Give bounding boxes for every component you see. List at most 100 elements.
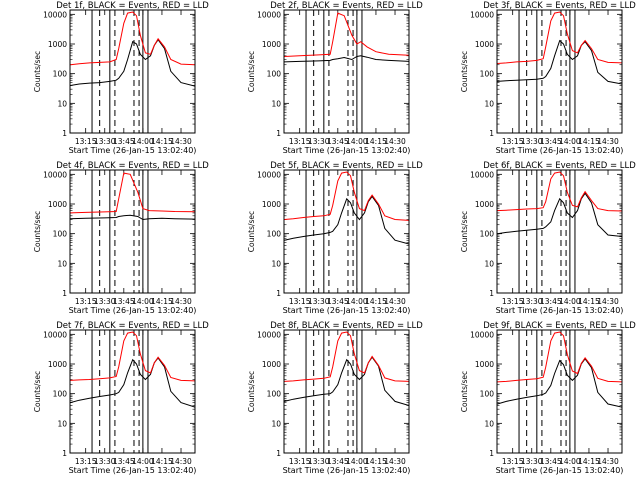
x-tick-label: 13:45 — [113, 137, 135, 146]
y-tick-label: 1 — [276, 129, 281, 138]
y-tick-label: 100 — [480, 230, 495, 239]
x-axis-label: Start Time (26-Jan-15 13:02:40) — [496, 466, 624, 475]
plot-frame — [283, 329, 410, 454]
y-tick-label: 1 — [62, 289, 67, 298]
x-tick-label: 13:15 — [75, 457, 97, 466]
plot-frame — [69, 9, 196, 134]
x-tick-label: 14:15 — [578, 457, 600, 466]
y-tick-label: 1 — [62, 129, 67, 138]
x-tick-label: 13:15 — [75, 297, 97, 306]
series-events-line — [284, 55, 409, 63]
x-tick-label: 14:15 — [365, 137, 387, 146]
y-tick-label: 10 — [271, 99, 281, 108]
y-tick-label: 10000 — [43, 10, 67, 19]
detector-panel-8: Det 8f, BLACK = Events, RED = LLD 1 10 100 1… — [247, 321, 423, 475]
x-tick-label: 14:15 — [151, 297, 173, 306]
y-tick-label: 100 — [267, 390, 282, 399]
x-tick-label: 14:00 — [132, 137, 154, 146]
x-tick-label: 13:30 — [94, 137, 116, 146]
series-events-line — [70, 214, 195, 221]
plot-frame — [283, 169, 410, 294]
plot-frame — [283, 9, 410, 134]
x-tick-label: 13:45 — [113, 457, 135, 466]
x-tick-label: 13:15 — [75, 137, 97, 146]
x-axis-label: Start Time (26-Jan-15 13:02:40) — [69, 146, 197, 155]
plot-frame — [496, 329, 623, 454]
y-tick-label: 100 — [480, 70, 495, 79]
plot-frame — [69, 169, 196, 294]
x-tick-label: 13:15 — [289, 457, 311, 466]
series-lld-line — [70, 172, 195, 214]
x-tick-label: 14:15 — [578, 137, 600, 146]
y-tick-label: 10000 — [257, 330, 281, 339]
plot-frame — [496, 9, 623, 134]
x-tick-label: 14:15 — [151, 137, 173, 146]
x-tick-label: 14:30 — [170, 137, 192, 146]
x-tick-label: 14:30 — [597, 297, 619, 306]
x-axis-label: Start Time (26-Jan-15 13:02:40) — [496, 306, 624, 315]
x-axis-label: Start Time (26-Jan-15 13:02:40) — [69, 306, 197, 315]
x-tick-label: 14:15 — [578, 297, 600, 306]
y-tick-label: 10000 — [257, 10, 281, 19]
detector-panel-6: Det 6f, BLACK = Events, RED = LLD 1 10 100 1… — [460, 161, 636, 315]
panel-title: Det 4f, BLACK = Events, RED = LLD — [56, 161, 209, 171]
y-tick-label: 100 — [267, 230, 282, 239]
x-tick-label: 14:30 — [597, 137, 619, 146]
panel-title: Det 8f, BLACK = Events, RED = LLD — [270, 321, 423, 331]
y-axis-label: Counts/sec — [33, 211, 42, 252]
y-axis-label: Counts/sec — [460, 211, 469, 252]
panel-title: Det 7f, BLACK = Events, RED = LLD — [56, 321, 209, 331]
x-tick-label: 13:30 — [308, 137, 330, 146]
x-tick-label: 13:15 — [289, 297, 311, 306]
y-tick-label: 1000 — [262, 40, 281, 49]
y-tick-label: 1 — [489, 129, 494, 138]
x-tick-label: 13:45 — [540, 137, 562, 146]
y-tick-label: 1000 — [48, 200, 67, 209]
x-tick-label: 14:00 — [559, 137, 581, 146]
x-axis-label: Start Time (26-Jan-15 13:02:40) — [283, 466, 411, 475]
x-tick-label: 14:30 — [384, 457, 406, 466]
y-tick-label: 10000 — [470, 170, 494, 179]
series-lld-line — [70, 11, 195, 66]
y-tick-label: 10 — [57, 259, 67, 268]
x-tick-label: 13:30 — [308, 297, 330, 306]
series-lld-line — [497, 11, 622, 64]
series-events-line — [70, 38, 195, 87]
x-tick-label: 14:00 — [132, 457, 154, 466]
panel-title: Det 3f, BLACK = Events, RED = LLD — [483, 1, 636, 11]
detector-panel-3: Det 3f, BLACK = Events, RED = LLD 1 10 100 1… — [460, 1, 636, 155]
y-axis-label: Counts/sec — [247, 211, 256, 252]
series-events-line — [284, 195, 409, 245]
detector-panel-4: Det 4f, BLACK = Events, RED = LLD 1 10 100 1… — [33, 161, 209, 315]
panel-title: Det 2f, BLACK = Events, RED = LLD — [270, 1, 423, 11]
y-tick-label: 1000 — [475, 200, 494, 209]
y-tick-label: 10000 — [470, 330, 494, 339]
x-tick-label: 13:30 — [521, 297, 543, 306]
plot-frame — [69, 329, 196, 454]
x-tick-label: 14:15 — [151, 457, 173, 466]
series-lld-line — [284, 331, 409, 382]
y-axis-label: Counts/sec — [460, 51, 469, 92]
x-tick-label: 13:15 — [502, 297, 524, 306]
y-tick-label: 1000 — [262, 360, 281, 369]
x-tick-label: 14:30 — [170, 297, 192, 306]
y-tick-label: 10000 — [257, 170, 281, 179]
y-tick-label: 100 — [53, 230, 68, 239]
panel-title: Det 9f, BLACK = Events, RED = LLD — [483, 321, 636, 331]
y-axis-label: Counts/sec — [460, 371, 469, 412]
y-axis-label: Counts/sec — [33, 51, 42, 92]
y-tick-label: 10000 — [43, 330, 67, 339]
y-axis-label: Counts/sec — [247, 51, 256, 92]
x-tick-label: 13:45 — [540, 297, 562, 306]
x-tick-label: 13:45 — [327, 137, 349, 146]
y-tick-label: 10 — [57, 419, 67, 428]
x-tick-label: 13:30 — [521, 137, 543, 146]
x-tick-label: 14:00 — [346, 457, 368, 466]
y-axis-label: Counts/sec — [247, 371, 256, 412]
x-tick-label: 14:15 — [365, 457, 387, 466]
detector-panel-1: Det 1f, BLACK = Events, RED = LLD 1 10 100 1… — [33, 1, 209, 155]
x-tick-label: 14:00 — [132, 297, 154, 306]
x-tick-label: 13:30 — [94, 297, 116, 306]
y-tick-label: 10 — [57, 99, 67, 108]
